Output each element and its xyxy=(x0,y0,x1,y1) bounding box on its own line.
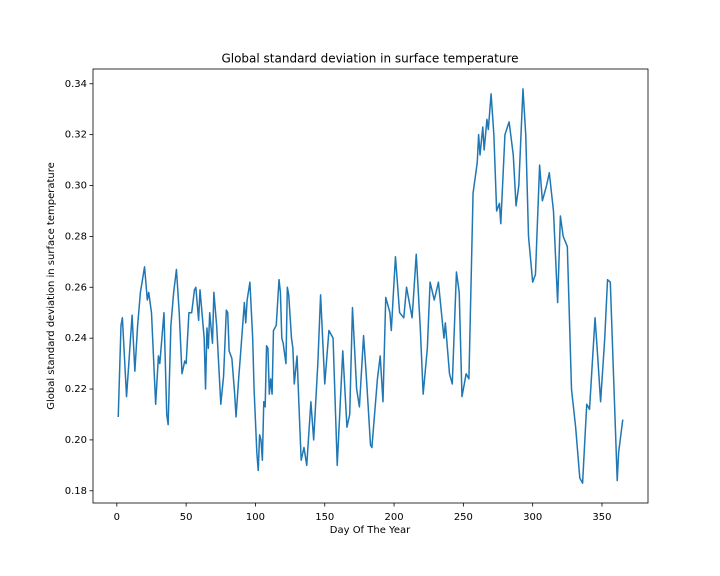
x-tick-label: 100 xyxy=(246,512,265,523)
x-tick-label: 350 xyxy=(592,512,611,523)
y-axis-label: Global standard deviation in surface tem… xyxy=(46,162,57,410)
x-tick-label: 300 xyxy=(523,512,542,523)
chart-title: Global standard deviation in surface tem… xyxy=(221,52,518,66)
y-tick-label: 0.20 xyxy=(65,435,87,446)
x-axis-label: Day Of The Year xyxy=(330,525,411,536)
x-tick-label: 200 xyxy=(385,512,404,523)
y-tick-label: 0.34 xyxy=(65,79,87,90)
y-tick-label: 0.18 xyxy=(65,486,87,497)
y-tick-label: 0.26 xyxy=(65,282,87,293)
data-line xyxy=(117,88,624,484)
y-tick-label: 0.30 xyxy=(65,181,87,192)
x-tick-label: 150 xyxy=(315,512,334,523)
y-tick-label: 0.24 xyxy=(65,333,87,344)
plot-frame xyxy=(92,68,649,504)
x-tick-label: 0 xyxy=(114,512,120,523)
y-tick-label: 0.28 xyxy=(65,231,87,242)
x-tick-label: 250 xyxy=(454,512,473,523)
y-tick-label: 0.32 xyxy=(65,130,87,141)
x-tick-label: 50 xyxy=(180,512,193,523)
y-tick-label: 0.22 xyxy=(65,384,87,395)
